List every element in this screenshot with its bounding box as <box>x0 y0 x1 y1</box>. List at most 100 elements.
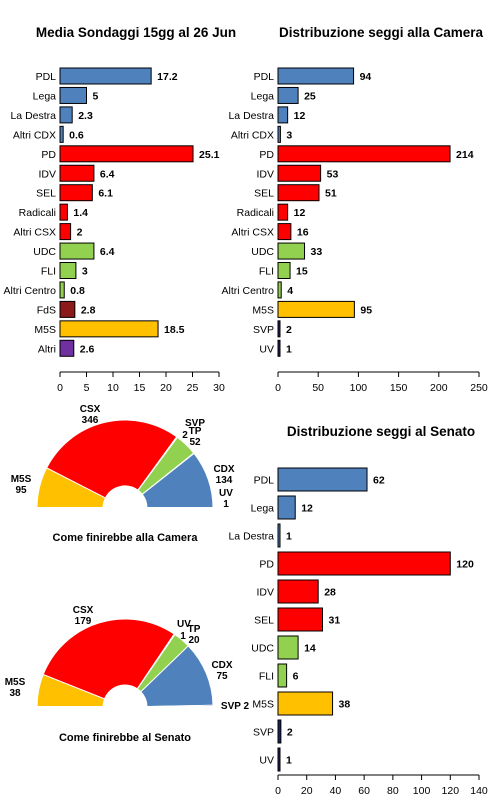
bar-1-5 <box>277 164 322 182</box>
category-label-2-6: UDC <box>251 643 274 655</box>
bar-1-12 <box>277 300 355 318</box>
category-label-1-2: La Destra <box>228 110 274 122</box>
category-label-0-8: Altri CSX <box>13 227 56 239</box>
value-label-0-14: 2.6 <box>80 343 95 355</box>
bar-1-1 <box>277 86 299 104</box>
category-label-1-9: UDC <box>251 246 274 258</box>
bar-1-8 <box>277 223 292 241</box>
pie-slice-1-1 <box>42 618 175 700</box>
value-label-0-8: 2 <box>77 227 83 239</box>
value-label-2-8: 38 <box>339 699 351 711</box>
x-tick-label-1-0: 0 <box>275 382 281 394</box>
pie-value-1-3: 20 <box>188 635 200 646</box>
bar-2-8 <box>277 691 334 716</box>
category-label-2-7: FLI <box>259 671 274 683</box>
pie-value-1-0: 38 <box>9 688 21 699</box>
pie-label-0-2: SVP <box>185 418 205 429</box>
category-label-0-10: FLI <box>41 266 56 278</box>
x-tick-label-0-6: 30 <box>213 382 225 394</box>
value-label-1-13: 2 <box>286 324 292 336</box>
value-label-1-3: 3 <box>286 129 292 141</box>
category-label-1-8: Altri CSX <box>231 227 274 239</box>
value-label-1-6: 51 <box>325 188 337 200</box>
x-tick-label-1-2: 100 <box>350 382 368 394</box>
category-label-0-9: UDC <box>33 246 56 258</box>
bar-2-6 <box>277 635 299 660</box>
value-label-0-0: 17.2 <box>157 71 178 83</box>
bar-0-11 <box>59 281 65 299</box>
category-label-0-11: Altri Centro <box>3 285 56 297</box>
category-label-0-14: Altri <box>38 343 56 355</box>
pie-label-1-3: TP <box>188 624 201 635</box>
pie-slice-0-1 <box>46 419 178 499</box>
pie-label-1-2: UV <box>177 619 191 630</box>
x-tick-label-2-5: 100 <box>413 785 431 797</box>
category-label-0-6: SEL <box>36 188 56 200</box>
x-tick-label-0-1: 5 <box>84 382 90 394</box>
bar-1-7 <box>277 203 289 221</box>
bar-2-4 <box>277 579 319 604</box>
value-label-1-0: 94 <box>360 71 372 83</box>
bar-0-9 <box>59 242 95 260</box>
value-label-1-11: 4 <box>287 285 293 297</box>
category-label-1-6: SEL <box>254 188 274 200</box>
bar-0-7 <box>59 203 68 221</box>
value-label-1-14: 1 <box>286 343 292 355</box>
value-label-2-10: 1 <box>286 755 292 767</box>
bar-0-4 <box>59 145 194 163</box>
value-label-1-5: 53 <box>327 168 339 180</box>
category-label-2-10: UV <box>259 755 274 767</box>
value-label-1-4: 214 <box>456 149 474 161</box>
category-label-1-1: Lega <box>251 90 275 102</box>
category-label-1-5: IDV <box>256 168 274 180</box>
chart-title-2: Distribuzione seggi al Senato <box>287 424 475 439</box>
bar-1-11 <box>277 281 282 299</box>
chart-title-1: Distribuzione seggi alla Camera <box>279 25 484 40</box>
category-label-1-14: UV <box>259 343 274 355</box>
pie-label-1-1: CSX <box>73 605 94 616</box>
x-tick-label-1-5: 250 <box>470 382 488 394</box>
category-label-2-1: Lega <box>251 503 275 515</box>
category-label-2-5: SEL <box>254 615 274 627</box>
bar-1-14 <box>277 339 281 357</box>
category-label-0-0: PDL <box>36 71 57 83</box>
bar-2-0 <box>277 467 368 492</box>
value-label-1-9: 33 <box>311 246 323 258</box>
x-tick-label-2-2: 40 <box>330 785 342 797</box>
pie-value-0-4: 1 <box>223 499 229 510</box>
bar-1-2 <box>277 106 289 124</box>
category-label-0-13: M5S <box>34 324 56 336</box>
value-label-2-5: 31 <box>329 615 341 627</box>
category-label-1-13: SVP <box>253 324 274 336</box>
bar-0-14 <box>59 339 75 357</box>
pie-extra-value-1: 1 <box>180 631 186 642</box>
pie-label-0-0: M5S <box>11 474 32 485</box>
value-label-2-9: 2 <box>287 727 293 739</box>
pie-extra-value-0: 2 <box>182 430 188 441</box>
category-label-0-7: Radicali <box>19 207 56 219</box>
category-label-1-7: Radicali <box>237 207 274 219</box>
category-label-2-0: PDL <box>254 475 275 487</box>
bar-2-1 <box>277 495 296 520</box>
bar-0-3 <box>59 125 64 143</box>
value-label-1-7: 12 <box>294 207 306 219</box>
bar-2-10 <box>277 747 281 772</box>
value-label-0-5: 6.4 <box>100 168 115 180</box>
value-label-0-7: 1.4 <box>73 207 88 219</box>
bar-0-8 <box>59 223 72 241</box>
category-label-1-12: M5S <box>252 304 274 316</box>
pie-label-0-5: CDX <box>213 464 234 475</box>
pie-caption-0: Come finirebbe alla Camera <box>53 532 199 544</box>
bar-1-9 <box>277 242 306 260</box>
category-label-1-11: Altri Centro <box>221 285 274 297</box>
value-label-0-9: 6.4 <box>100 246 115 258</box>
bar-0-13 <box>59 320 159 338</box>
pie-value-0-3: 52 <box>189 437 201 448</box>
category-label-0-12: FdS <box>37 304 56 316</box>
bar-1-4 <box>277 145 451 163</box>
x-tick-label-2-6: 120 <box>442 785 460 797</box>
bar-2-9 <box>277 719 282 744</box>
pie-value-1-4: 75 <box>216 671 228 682</box>
pie-value-0-1: 346 <box>82 415 99 426</box>
value-label-1-12: 95 <box>360 304 372 316</box>
